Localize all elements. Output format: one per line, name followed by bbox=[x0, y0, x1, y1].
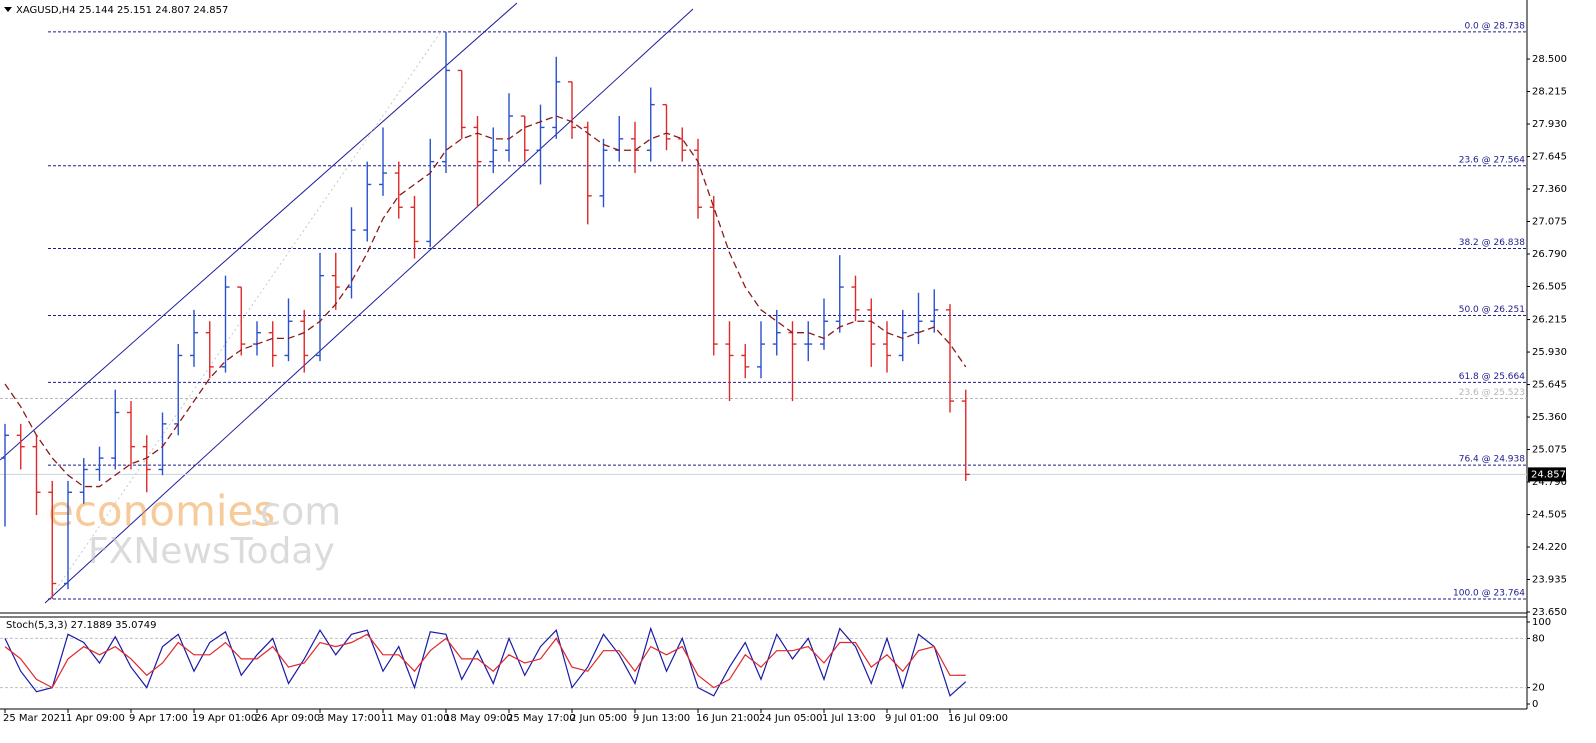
y-tick-label: 25.075 bbox=[1532, 445, 1567, 456]
fib-label: 50.0 @ 26.251 bbox=[1459, 305, 1525, 315]
fib-label: 38.2 @ 26.838 bbox=[1459, 238, 1526, 248]
x-tick-label: 26 Apr 09:00 bbox=[255, 713, 320, 724]
indicator-title: Stoch(5,3,3) 27.1889 35.0749 bbox=[6, 620, 157, 631]
fib-label: 100.0 @ 23.764 bbox=[1453, 589, 1525, 599]
fib-label: 23.6 @ 27.564 bbox=[1459, 155, 1526, 165]
y-tick-label: 24.505 bbox=[1532, 510, 1567, 521]
price-box bbox=[1528, 467, 1566, 482]
y-tick-label: 24.790 bbox=[1532, 477, 1567, 488]
x-tick-label: 3 May 17:00 bbox=[318, 713, 380, 724]
y-tick-label: 24.220 bbox=[1532, 542, 1567, 553]
x-tick-label: 25 Mar 2021 bbox=[3, 713, 66, 724]
chart-title: XAGUSD,H4 25.144 25.151 24.807 24.857 bbox=[16, 5, 228, 16]
stoch-line bbox=[4, 633, 966, 689]
y-tick-label: 80 bbox=[1532, 633, 1545, 644]
y-tick-label: 100 bbox=[1532, 617, 1551, 628]
fib-label: 23.6 @ 25.523 bbox=[1459, 388, 1525, 398]
x-tick-label: 16 Jun 21:00 bbox=[696, 713, 760, 724]
y-tick-label: 28.500 bbox=[1532, 54, 1567, 65]
fib-label: 0.0 @ 28.738 bbox=[1464, 21, 1525, 31]
y-tick-label: 23.935 bbox=[1532, 575, 1567, 586]
x-tick-label: 25 May 17:00 bbox=[507, 713, 576, 724]
channel-line bbox=[44, 8, 694, 604]
moving-average bbox=[4, 115, 967, 488]
collapse-icon[interactable] bbox=[4, 7, 12, 12]
x-tick-label: 9 Apr 17:00 bbox=[129, 713, 188, 724]
x-tick-label: 1 Jul 13:00 bbox=[822, 713, 876, 724]
y-tick-label: 27.930 bbox=[1532, 119, 1567, 130]
x-tick-label: 1 Apr 09:00 bbox=[66, 713, 125, 724]
y-tick-label: 27.075 bbox=[1532, 217, 1567, 228]
fib-label: 76.4 @ 24.938 bbox=[1459, 455, 1526, 465]
y-tick-label: 26.505 bbox=[1532, 281, 1567, 292]
watermark: economies bbox=[48, 487, 275, 536]
price-label: 24.857 bbox=[1531, 469, 1566, 480]
y-tick-label: 0 bbox=[1532, 699, 1538, 710]
x-tick-label: 2 Jun 05:00 bbox=[570, 713, 627, 724]
y-tick-label: 25.645 bbox=[1532, 380, 1567, 391]
y-tick-label: 26.790 bbox=[1532, 249, 1567, 260]
stoch-line bbox=[4, 626, 967, 697]
x-tick-label: 24 Jun 05:00 bbox=[759, 713, 823, 724]
y-tick-label: 20 bbox=[1532, 683, 1545, 694]
x-tick-label: 18 May 09:00 bbox=[444, 713, 513, 724]
y-tick-label: 23.650 bbox=[1532, 607, 1567, 618]
x-tick-label: 19 Apr 01:00 bbox=[192, 713, 257, 724]
y-tick-label: 28.215 bbox=[1532, 87, 1567, 98]
x-tick-label: 11 May 01:00 bbox=[381, 713, 450, 724]
y-tick-label: 25.360 bbox=[1532, 412, 1567, 423]
y-tick-label: 25.930 bbox=[1532, 347, 1567, 358]
x-tick-label: 16 Jul 09:00 bbox=[948, 713, 1008, 724]
y-tick-label: 27.645 bbox=[1532, 152, 1567, 163]
x-tick-label: 9 Jun 13:00 bbox=[633, 713, 690, 724]
x-tick-label: 9 Jul 01:00 bbox=[885, 713, 939, 724]
watermark: FXNewsToday bbox=[88, 531, 335, 572]
y-tick-label: 27.360 bbox=[1532, 184, 1567, 195]
watermark: .com bbox=[248, 490, 341, 534]
channel-line bbox=[0, 2, 518, 461]
y-tick-label: 26.215 bbox=[1532, 315, 1567, 326]
fib-label: 61.8 @ 25.664 bbox=[1459, 372, 1526, 382]
